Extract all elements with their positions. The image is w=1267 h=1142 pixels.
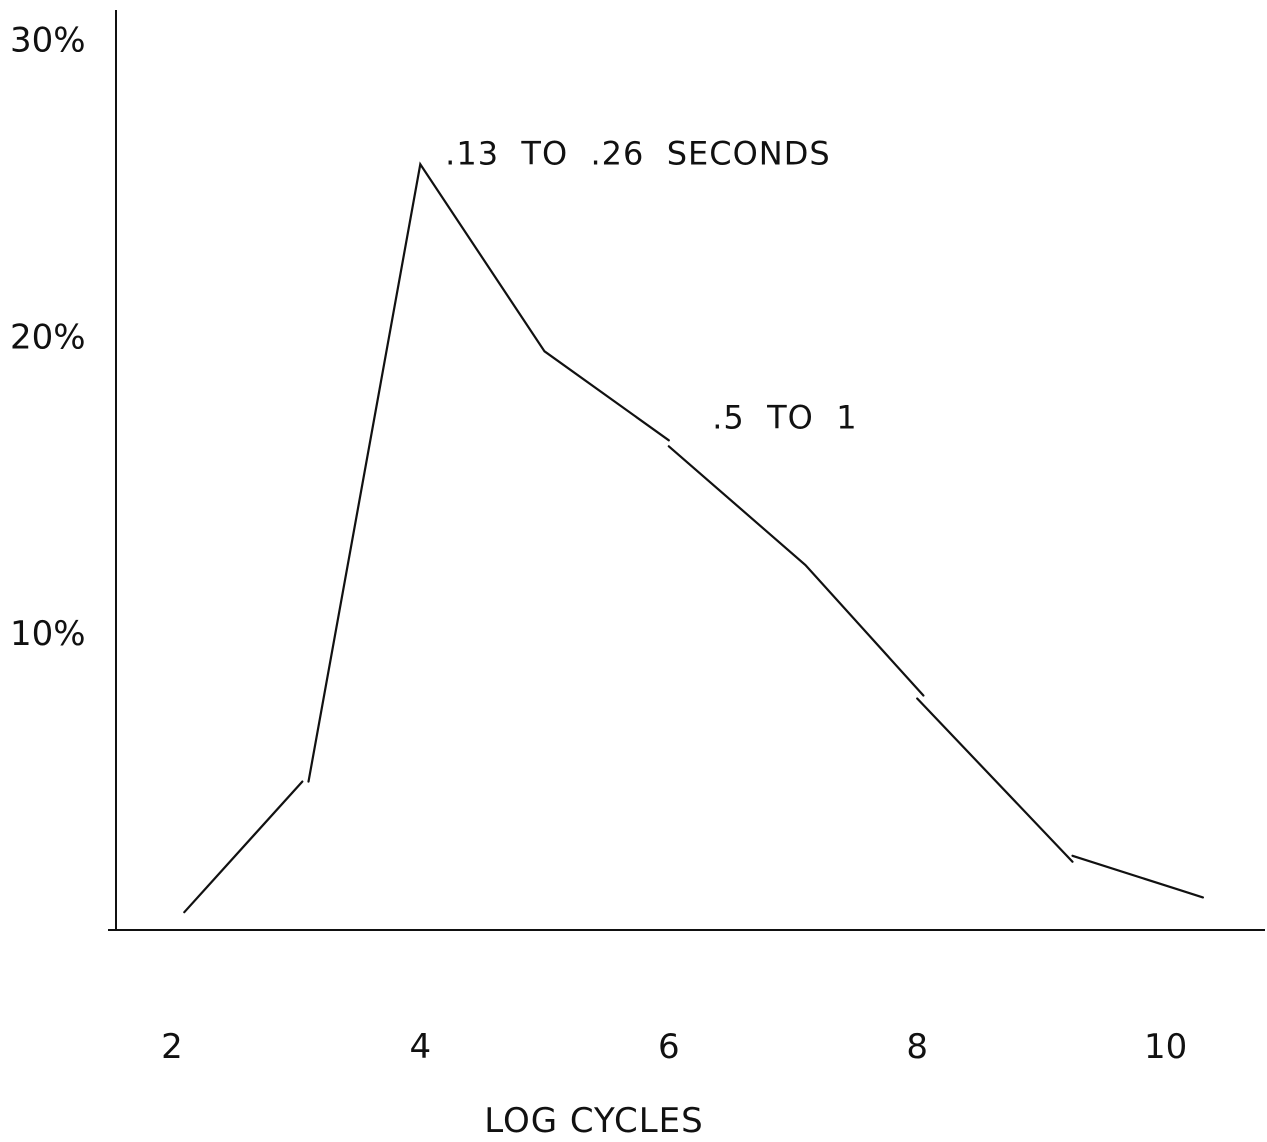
y-tick-labels: 10% 20% 30% — [10, 21, 86, 655]
x-tick-label: 4 — [410, 1027, 432, 1067]
annotations: .13 TO .26 SECONDS .5 TO 1 — [445, 134, 857, 436]
series-line-segment — [1071, 854, 1205, 899]
x-tick-label: 2 — [161, 1027, 183, 1067]
x-tick-labels: 2 4 6 8 10 — [161, 1027, 1187, 1067]
x-tick-label: 10 — [1144, 1027, 1187, 1067]
y-tick-label: 30% — [10, 21, 86, 61]
series-line-segment — [307, 161, 670, 783]
y-tick-label: 10% — [10, 614, 86, 654]
series-group — [183, 161, 1205, 914]
x-tick-label: 6 — [658, 1027, 680, 1067]
x-tick-label: 8 — [906, 1027, 928, 1067]
series-line-segment — [183, 780, 304, 914]
annotation-label: .13 TO .26 SECONDS — [445, 134, 831, 172]
x-axis-title: LOG CYCLES — [484, 1101, 703, 1141]
series-line-segment — [667, 445, 925, 697]
series-line-segment — [916, 697, 1074, 863]
annotation-label: .5 TO 1 — [712, 398, 857, 436]
y-tick-label: 20% — [10, 317, 86, 357]
